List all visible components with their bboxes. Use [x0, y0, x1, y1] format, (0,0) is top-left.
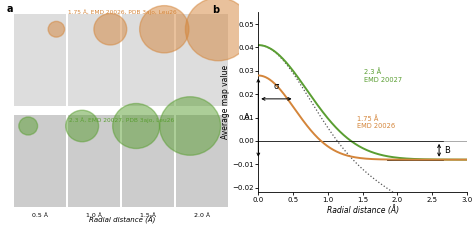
Text: 2.3 Å, EMD 20027, PDB 3ajo, Leu26: 2.3 Å, EMD 20027, PDB 3ajo, Leu26: [70, 117, 174, 123]
Text: 1.75 Å, EMD 20026, PDB 3ajo, Leu26: 1.75 Å, EMD 20026, PDB 3ajo, Leu26: [68, 9, 176, 15]
X-axis label: Radial distance (Å): Radial distance (Å): [327, 205, 399, 215]
Text: b: b: [212, 5, 219, 15]
FancyBboxPatch shape: [14, 115, 66, 207]
Text: 0.5 Å: 0.5 Å: [32, 213, 48, 218]
FancyBboxPatch shape: [68, 14, 120, 106]
Circle shape: [19, 117, 37, 135]
Text: B: B: [444, 146, 450, 155]
Text: 1.5 Å: 1.5 Å: [140, 213, 156, 218]
Circle shape: [185, 0, 251, 61]
Circle shape: [66, 110, 99, 142]
FancyBboxPatch shape: [122, 14, 173, 106]
Circle shape: [140, 6, 189, 53]
Circle shape: [113, 104, 160, 148]
Circle shape: [94, 14, 127, 45]
FancyBboxPatch shape: [122, 115, 173, 207]
Circle shape: [160, 97, 220, 155]
Text: σ: σ: [274, 82, 279, 91]
Text: Radial distance (Å): Radial distance (Å): [89, 216, 155, 224]
FancyBboxPatch shape: [176, 14, 228, 106]
FancyBboxPatch shape: [176, 115, 228, 207]
FancyBboxPatch shape: [68, 115, 120, 207]
FancyBboxPatch shape: [14, 14, 66, 106]
Text: 2.3 Å
EMD 20027: 2.3 Å EMD 20027: [364, 68, 402, 83]
Text: 2.0 Å: 2.0 Å: [194, 213, 210, 218]
Text: 1.75 Å
EMD 20026: 1.75 Å EMD 20026: [357, 115, 395, 129]
Y-axis label: Average map value: Average map value: [221, 65, 230, 140]
Text: 1.0 Å: 1.0 Å: [86, 213, 102, 218]
Text: a: a: [7, 4, 14, 14]
Circle shape: [48, 21, 64, 37]
Text: A: A: [244, 113, 249, 122]
